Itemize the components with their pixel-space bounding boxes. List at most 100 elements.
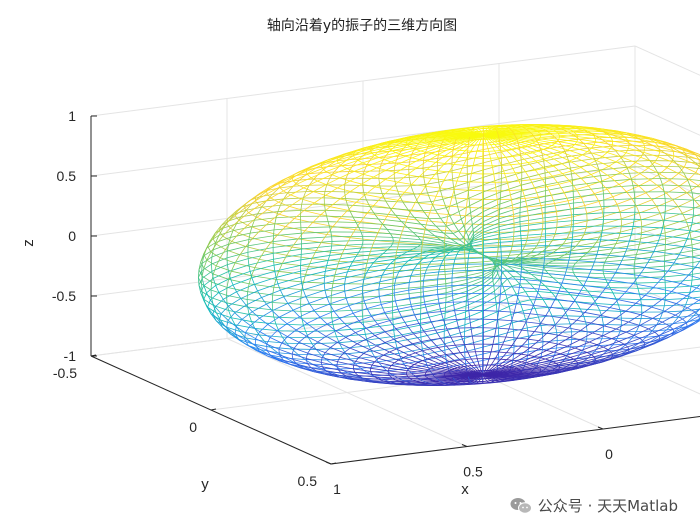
mesh-line: [417, 360, 423, 363]
mesh-line: [540, 357, 546, 360]
mesh-line: [689, 232, 692, 239]
mesh-line: [687, 178, 700, 181]
mesh-line: [425, 185, 440, 189]
mesh-line: [501, 153, 521, 159]
mesh-line: [535, 158, 544, 162]
mesh-line: [658, 156, 672, 163]
mesh-line: [662, 212, 683, 221]
mesh-line: [483, 251, 502, 254]
mesh-line: [619, 155, 625, 162]
mesh-line: [287, 329, 297, 337]
mesh-line: [540, 135, 560, 138]
mesh-line: [659, 332, 675, 339]
mesh-line: [349, 173, 364, 182]
mesh-line: [528, 124, 535, 127]
mesh-line: [380, 189, 390, 198]
mesh-line: [591, 147, 608, 153]
mesh-line: [499, 302, 517, 305]
mesh-line: [317, 174, 333, 182]
mesh-line: [530, 256, 546, 259]
mesh-line: [499, 140, 501, 147]
mesh-line: [369, 206, 391, 209]
mesh-line: [576, 357, 589, 360]
mesh-line: [545, 269, 549, 274]
mesh-line: [497, 273, 501, 279]
mesh-line: [534, 188, 539, 198]
mesh-line: [550, 154, 558, 158]
mesh-line: [656, 318, 661, 325]
mesh-line: [540, 205, 543, 215]
mesh-line: [427, 265, 441, 268]
mesh-line: [328, 256, 357, 261]
mesh-line: [512, 276, 523, 278]
mesh-line: [431, 170, 439, 179]
mesh-line: [453, 381, 464, 384]
mesh-line: [513, 327, 528, 332]
mesh-line: [420, 283, 446, 288]
mesh-line: [567, 149, 583, 156]
mesh-line: [326, 290, 345, 298]
mesh-line: [587, 151, 603, 157]
mesh-line: [324, 347, 331, 353]
mesh-line: [628, 144, 630, 149]
mesh-line: [665, 298, 689, 301]
mesh-line: [497, 137, 512, 142]
mesh-line: [498, 302, 500, 312]
mesh-line: [478, 378, 482, 382]
mesh-line: [640, 314, 653, 319]
mesh-line: [272, 192, 288, 195]
mesh-line: [570, 208, 573, 218]
mesh-line: [425, 302, 439, 305]
mesh-line: [357, 160, 363, 164]
mesh-line: [230, 232, 251, 238]
mesh-line: [247, 224, 261, 231]
mesh-line: [628, 167, 641, 175]
mesh-line: [521, 172, 546, 180]
mesh-line: [364, 324, 394, 329]
mesh-line: [620, 225, 622, 233]
mesh-line: [377, 224, 383, 233]
mesh-line: [502, 124, 506, 127]
mesh-line: [553, 356, 571, 363]
mesh-line: [544, 267, 573, 270]
mesh-line: [426, 162, 437, 170]
mesh-line: [305, 330, 335, 332]
mesh-line: [554, 136, 560, 142]
mesh-line: [686, 315, 695, 323]
mesh-line: [692, 272, 700, 275]
mesh-line: [602, 219, 604, 227]
mesh-line: [505, 148, 512, 151]
mesh-line: [398, 268, 414, 273]
mesh-line: [490, 128, 499, 132]
mesh-line: [206, 242, 216, 249]
mesh-line: [616, 198, 633, 205]
mesh-line: [552, 173, 563, 177]
mesh-line: [349, 358, 356, 365]
mesh-line: [443, 319, 457, 321]
mesh-line: [293, 341, 300, 349]
mesh-line: [228, 239, 249, 245]
mesh-line: [331, 317, 334, 325]
mesh-line: [540, 367, 560, 371]
mesh-line: [358, 315, 372, 322]
mesh-line: [671, 329, 685, 336]
mesh-line: [540, 145, 563, 151]
mesh-line: [468, 143, 484, 147]
mesh-line: [551, 234, 556, 242]
mesh-line: [500, 261, 508, 267]
mesh-line: [556, 331, 572, 333]
mesh-line: [661, 299, 677, 304]
mesh-line: [218, 284, 234, 293]
mesh-line: [449, 205, 467, 208]
mesh-line: [385, 163, 399, 171]
mesh-line: [502, 134, 522, 137]
mesh-line: [678, 166, 684, 174]
mesh-line: [278, 359, 290, 365]
mesh-line: [624, 136, 641, 140]
mesh-line: [326, 359, 334, 365]
mesh-line: [374, 179, 386, 188]
mesh-line: [344, 278, 364, 285]
mesh-line: [300, 255, 330, 261]
mesh-line: [303, 283, 325, 291]
mesh-line: [654, 337, 668, 345]
